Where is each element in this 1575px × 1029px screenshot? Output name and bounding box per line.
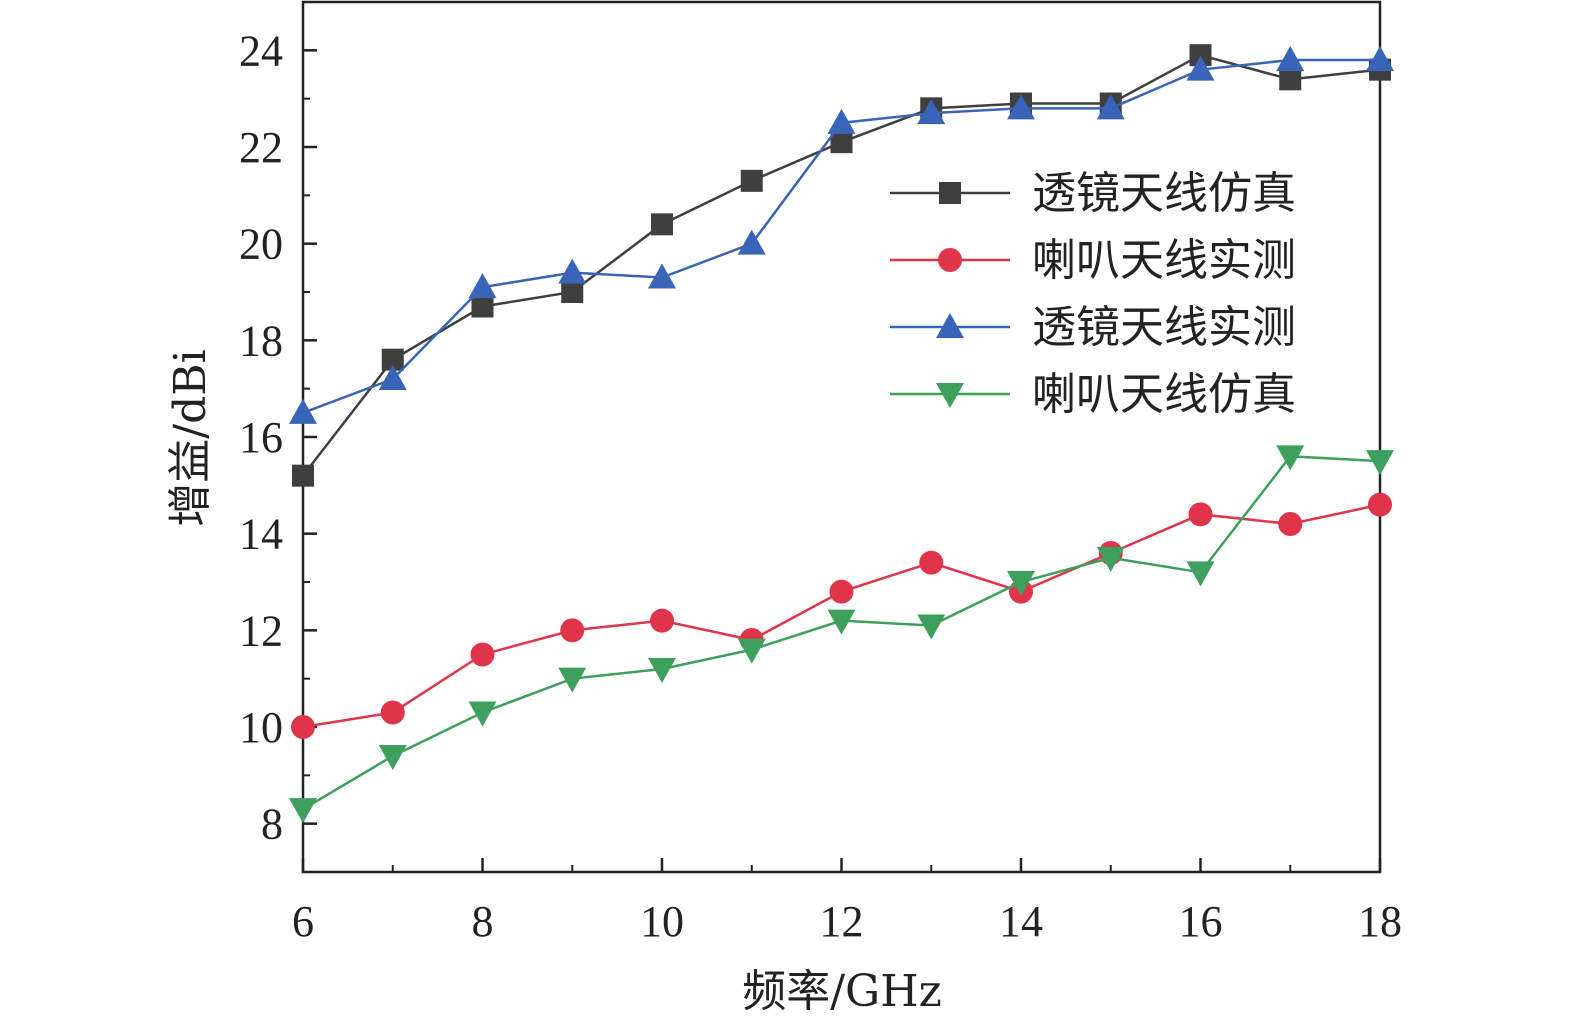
data-point bbox=[737, 638, 766, 664]
data-point bbox=[1366, 450, 1394, 476]
data-point bbox=[1366, 46, 1394, 71]
series-1 bbox=[292, 44, 1391, 487]
series-3 bbox=[289, 46, 1394, 424]
data-point bbox=[381, 348, 404, 371]
y-tick-label: 22 bbox=[239, 123, 283, 172]
x-tick-label: 16 bbox=[1179, 897, 1223, 946]
data-point bbox=[558, 667, 587, 693]
data-point bbox=[561, 281, 584, 303]
y-tick-label: 10 bbox=[239, 703, 283, 752]
data-point bbox=[651, 213, 673, 236]
y-tick-label: 24 bbox=[239, 26, 283, 75]
data-point bbox=[829, 579, 854, 604]
y-axis: 8 10 12 14 16 18 20 22 24 bbox=[239, 26, 317, 849]
x-axis: 6 8 10 12 14 16 18 bbox=[292, 858, 1402, 946]
legend-item: 透镜天线实测 bbox=[890, 302, 1296, 353]
legend-marker bbox=[936, 383, 964, 408]
data-point bbox=[1276, 445, 1305, 471]
data-point bbox=[1096, 94, 1125, 120]
data-point bbox=[1186, 561, 1215, 587]
data-point bbox=[1007, 571, 1035, 596]
legend-label: 喇叭天线实测 bbox=[1032, 235, 1296, 286]
data-point bbox=[648, 658, 676, 683]
legend-label: 透镜天线仿真 bbox=[1032, 168, 1296, 219]
x-tick-label: 12 bbox=[820, 897, 864, 946]
data-point bbox=[558, 258, 587, 284]
data-point bbox=[1096, 546, 1125, 572]
data-point bbox=[827, 609, 856, 635]
data-point bbox=[1007, 94, 1035, 120]
x-axis-title: 频率/GHz bbox=[742, 966, 942, 1017]
legend-item: 喇叭天线实测 bbox=[890, 235, 1296, 286]
y-axis-title: 增益/dBi bbox=[165, 349, 216, 526]
data-point bbox=[289, 398, 317, 424]
legend-item: 透镜天线仿真 bbox=[890, 168, 1296, 219]
x-tick-label: 8 bbox=[472, 897, 494, 946]
legend-label: 喇叭天线仿真 bbox=[1032, 369, 1296, 420]
legend-marker bbox=[938, 248, 962, 272]
legend-item: 喇叭天线仿真 bbox=[890, 369, 1296, 420]
data-point bbox=[378, 745, 407, 770]
data-point bbox=[830, 131, 853, 154]
data-point bbox=[740, 169, 763, 192]
data-point bbox=[919, 550, 944, 575]
y-tick-label: 16 bbox=[239, 413, 283, 462]
data-point bbox=[378, 365, 407, 390]
data-point bbox=[1189, 44, 1212, 67]
data-point bbox=[291, 715, 315, 739]
data-point bbox=[917, 614, 946, 640]
data-point bbox=[1188, 502, 1213, 527]
y-tick-label: 18 bbox=[239, 316, 283, 365]
data-point bbox=[917, 99, 946, 125]
data-point bbox=[471, 295, 494, 318]
data-point bbox=[468, 273, 497, 299]
data-point bbox=[1276, 46, 1305, 71]
series-2 bbox=[291, 492, 1392, 739]
data-point bbox=[737, 229, 766, 255]
series-4 bbox=[289, 445, 1394, 824]
data-point bbox=[1278, 512, 1303, 536]
data-point bbox=[468, 701, 497, 727]
series-layer bbox=[289, 44, 1394, 824]
legend-marker bbox=[936, 313, 964, 338]
data-point bbox=[827, 108, 856, 134]
y-tick-label: 14 bbox=[239, 510, 283, 559]
data-point bbox=[650, 608, 674, 633]
legend-marker bbox=[939, 182, 961, 204]
y-tick-label: 20 bbox=[239, 220, 283, 269]
data-point bbox=[560, 618, 585, 643]
y-tick-label: 8 bbox=[261, 800, 283, 849]
data-point bbox=[648, 263, 676, 289]
data-point bbox=[470, 642, 495, 667]
data-point bbox=[292, 464, 314, 487]
legend-label: 透镜天线实测 bbox=[1032, 302, 1296, 353]
x-tick-label: 6 bbox=[292, 897, 314, 946]
data-point bbox=[380, 700, 405, 725]
x-tick-label: 18 bbox=[1358, 897, 1402, 946]
x-tick-label: 14 bbox=[999, 897, 1043, 946]
data-point bbox=[1368, 492, 1392, 517]
data-point bbox=[1186, 55, 1215, 81]
data-point bbox=[289, 798, 317, 824]
x-tick-label: 10 bbox=[640, 897, 684, 946]
y-tick-label: 12 bbox=[239, 606, 283, 655]
data-point bbox=[1279, 68, 1302, 91]
